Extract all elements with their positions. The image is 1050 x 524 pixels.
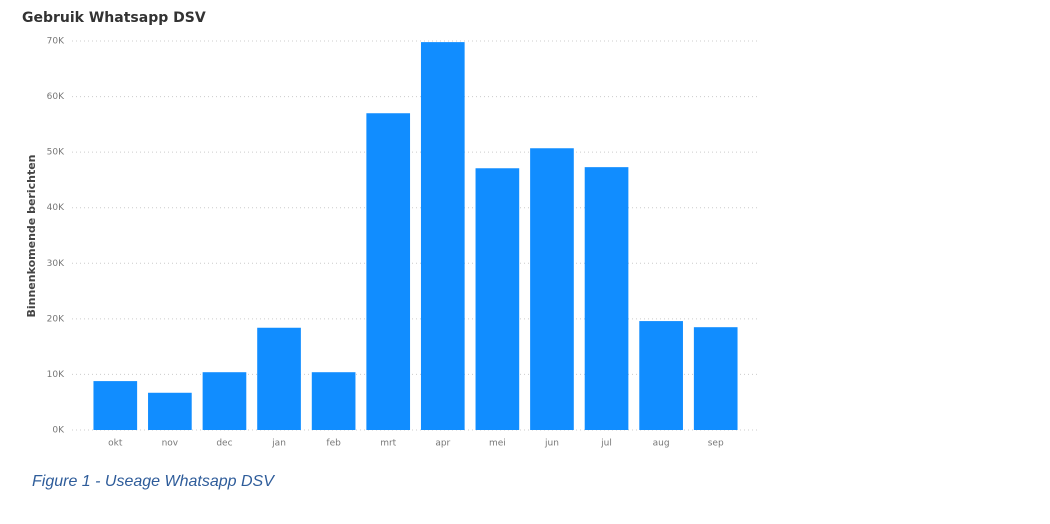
bar bbox=[530, 148, 574, 430]
bar bbox=[475, 168, 520, 430]
bar bbox=[584, 167, 629, 430]
bar bbox=[639, 321, 683, 430]
y-tick-label: 0K bbox=[52, 426, 65, 436]
chart-title: Gebruik Whatsapp DSV bbox=[22, 10, 206, 26]
x-tick-label: mei bbox=[489, 439, 506, 449]
y-tick-label: 30K bbox=[47, 259, 65, 269]
y-tick-label: 70K bbox=[47, 37, 65, 47]
y-tick-label: 60K bbox=[47, 92, 65, 102]
bar bbox=[366, 113, 411, 430]
figure-caption: Figure 1 - Useage Whatsapp DSV bbox=[32, 473, 275, 490]
bar bbox=[202, 372, 247, 430]
y-tick-label: 20K bbox=[47, 314, 65, 324]
x-tick-label: dec bbox=[216, 439, 232, 449]
bar bbox=[311, 372, 356, 430]
y-tick-label: 40K bbox=[47, 203, 65, 213]
x-tick-label: jan bbox=[271, 439, 286, 449]
bar bbox=[93, 381, 138, 430]
x-tick-label: sep bbox=[708, 439, 724, 449]
bar bbox=[420, 42, 465, 431]
x-tick-label: jul bbox=[600, 439, 612, 449]
y-axis-label: Binnenkomende berichten bbox=[25, 154, 38, 317]
x-tick-label: nov bbox=[162, 439, 179, 449]
y-tick-label: 10K bbox=[47, 370, 65, 380]
x-tick-label: apr bbox=[435, 439, 450, 449]
bar bbox=[257, 327, 301, 430]
y-tick-label: 50K bbox=[47, 148, 65, 158]
x-tick-label: feb bbox=[326, 439, 341, 449]
bar bbox=[693, 327, 738, 430]
x-tick-label: aug bbox=[653, 439, 670, 449]
x-tick-label: okt bbox=[108, 439, 123, 449]
bar bbox=[148, 392, 192, 430]
x-tick-label: jun bbox=[544, 439, 559, 449]
x-tick-label: mrt bbox=[380, 439, 396, 449]
